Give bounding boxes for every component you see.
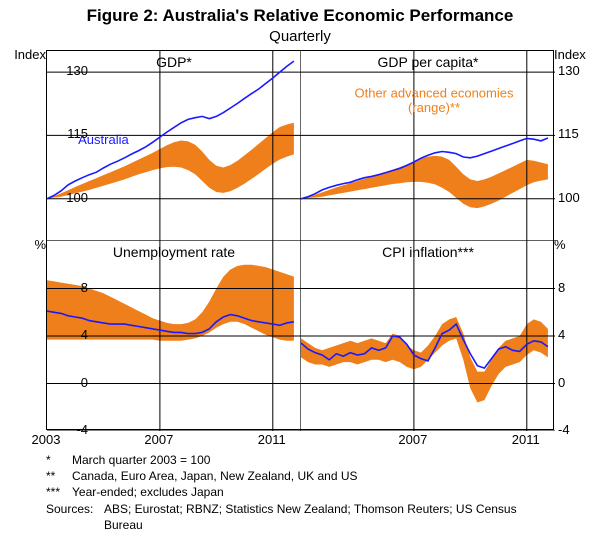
footnote-mark: ***: [46, 484, 72, 500]
y-axis-label-left-bot: %: [6, 237, 46, 252]
footnote-mark: **: [46, 468, 72, 484]
ytick-right: 100: [558, 190, 598, 205]
ytick-right: 8: [558, 280, 598, 295]
xtick: 2007: [393, 432, 433, 447]
range-area: [301, 156, 548, 208]
panel-gdp: GDP*Australia: [47, 51, 301, 241]
ytick-right: 115: [558, 126, 598, 141]
xtick: 2007: [139, 432, 179, 447]
sources-text: ABS; Eurostat; RBNZ; Statistics New Zeal…: [104, 501, 554, 533]
xtick: 2011: [252, 432, 292, 447]
footnote-text: Year-ended; excludes Japan: [72, 484, 224, 500]
y-axis-label-right-bot: %: [554, 237, 594, 252]
ytick-left: 4: [48, 327, 88, 342]
footnote-text: March quarter 2003 = 100: [72, 452, 210, 468]
ytick-left: 115: [48, 126, 88, 141]
ytick-right: 130: [558, 63, 598, 78]
range-series-label: Other advanced economies: [355, 85, 514, 100]
xtick: 2003: [26, 432, 66, 447]
figure-subtitle: Quarterly: [0, 28, 600, 45]
ytick-left: 0: [48, 375, 88, 390]
y-axis-label-left-top: Index: [6, 47, 46, 62]
xtick: 2011: [506, 432, 546, 447]
range-series-label-2: (range)**: [408, 100, 460, 115]
footnotes: *March quarter 2003 = 100 **Canada, Euro…: [46, 452, 554, 533]
ytick-right: 0: [558, 375, 598, 390]
figure-container: Figure 2: Australia's Relative Economic …: [0, 0, 600, 532]
panel-title: Unemployment rate: [113, 244, 235, 260]
ytick-left: 100: [48, 190, 88, 205]
sources-label: Sources:: [46, 501, 104, 533]
plot-area: GDP*Australia GDP per capita* Other advan…: [46, 50, 554, 430]
ytick-left: 8: [48, 280, 88, 295]
footnote-mark: *: [46, 452, 72, 468]
panel-title: GDP*: [156, 54, 192, 70]
ytick-left: 130: [48, 63, 88, 78]
figure-title: Figure 2: Australia's Relative Economic …: [0, 0, 600, 26]
panel-title: CPI inflation***: [382, 244, 474, 260]
panel-cpi-inflation: CPI inflation***: [301, 241, 555, 431]
footnote-text: Canada, Euro Area, Japan, New Zealand, U…: [72, 468, 358, 484]
ytick-right: 4: [558, 327, 598, 342]
y-axis-label-right-top: Index: [554, 47, 594, 62]
ytick-right: -4: [558, 422, 598, 437]
panel-title: GDP per capita*: [378, 54, 479, 70]
panel-gdp-per-capita: GDP per capita* Other advanced economies(…: [301, 51, 555, 241]
